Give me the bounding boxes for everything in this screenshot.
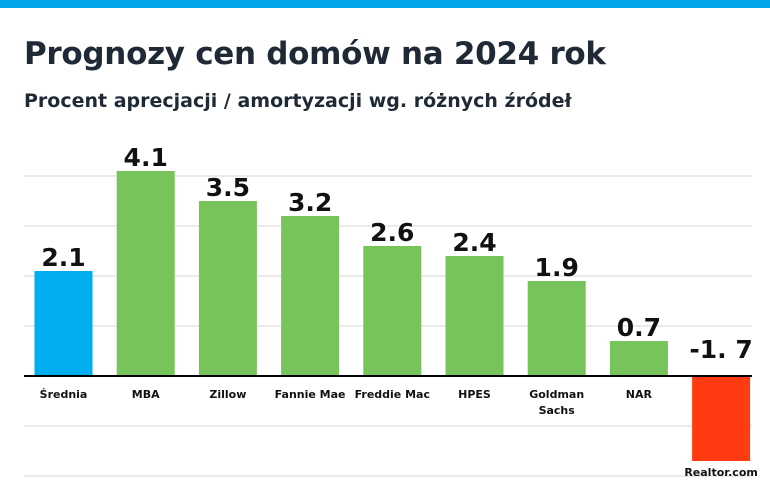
category-label: Średnia <box>40 388 88 401</box>
bar-value-label: 2.1 <box>41 243 85 272</box>
category-label: NAR <box>626 388 653 401</box>
category-label: Sachs <box>539 404 576 417</box>
category-label: Zillow <box>209 388 246 401</box>
bar-value-label: 3.5 <box>206 173 250 202</box>
category-labels: Średnia MBA Zillow Fannie Mae Freddie Mac HPE… <box>40 388 758 479</box>
bar <box>692 376 751 461</box>
bar <box>281 216 340 376</box>
top-accent-bar <box>0 0 770 8</box>
bar <box>527 281 586 376</box>
category-label: Goldman <box>529 388 584 401</box>
value-labels: 2.1 4.1 3.5 3.2 2.6 2.4 1.9 0.7 -1. 7 <box>41 143 752 364</box>
bar <box>445 256 504 376</box>
bars <box>34 171 751 461</box>
bar <box>116 171 175 376</box>
bar-value-label: 1.9 <box>535 253 579 282</box>
category-label: Fannie Mae <box>275 388 346 401</box>
bar-value-label: 0.7 <box>617 313 661 342</box>
category-label: Freddie Mac <box>355 388 430 401</box>
bar-value-label: 4.1 <box>124 143 168 172</box>
bar <box>198 201 257 376</box>
bar <box>609 341 668 376</box>
bar <box>34 271 93 376</box>
bar-value-label: 2.4 <box>452 228 496 257</box>
bar-value-label: 3.2 <box>288 188 332 217</box>
category-label: Realtor.com <box>684 466 758 479</box>
chart-title: Prognozy cen domów na 2024 rok <box>24 36 606 72</box>
category-label: HPES <box>458 388 491 401</box>
bar-value-label: -1. 7 <box>689 335 752 364</box>
bar <box>363 246 422 376</box>
chart-subtitle: Procent aprecjacji / amortyzacji wg. róż… <box>24 90 572 112</box>
bar-value-label: 2.6 <box>370 218 414 247</box>
category-label: MBA <box>132 388 160 401</box>
